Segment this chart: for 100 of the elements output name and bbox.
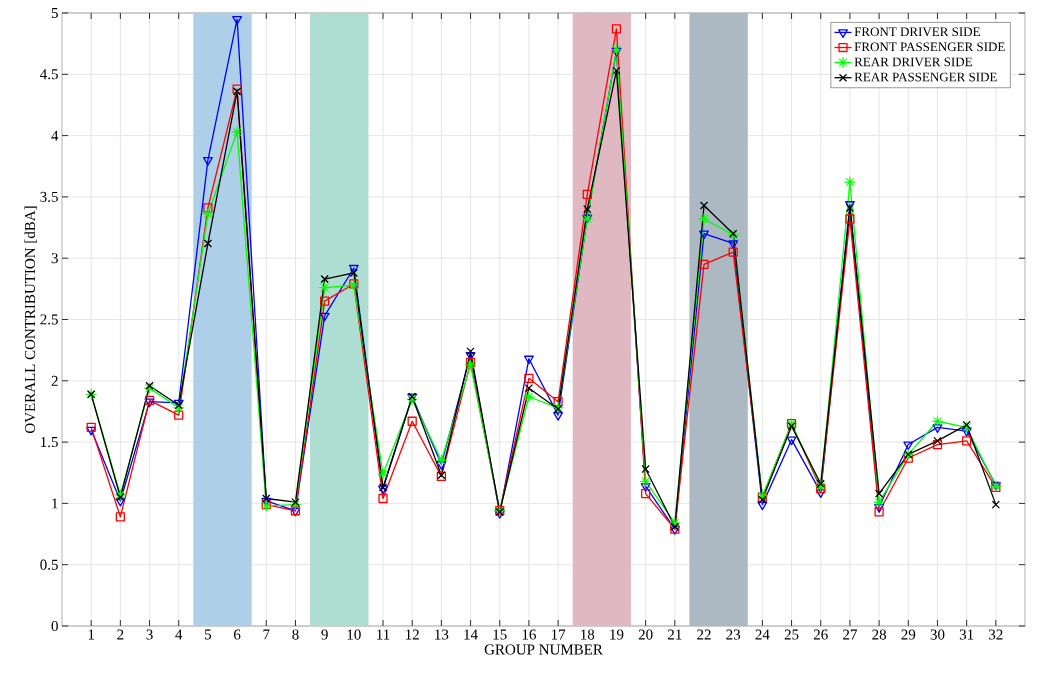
- point: [378, 493, 388, 504]
- x-tick-label: 26: [813, 629, 828, 640]
- x-tick-label: 23: [726, 629, 741, 640]
- x-tick-label: 16: [522, 629, 536, 640]
- y-tick-label: 2.5: [40, 314, 58, 325]
- point: [377, 468, 389, 480]
- x-tick-label: 8: [292, 629, 299, 640]
- point: [699, 259, 709, 269]
- y-tick-label: 4.5: [40, 69, 58, 80]
- point: [844, 176, 856, 188]
- point: [202, 156, 213, 166]
- y-tick-label: 4: [51, 130, 59, 141]
- point: [728, 247, 738, 257]
- x-tick-label: 27: [843, 629, 857, 640]
- y-tick-label: 2: [51, 375, 58, 386]
- point: [962, 436, 972, 446]
- x-tick-label: 31: [959, 629, 974, 640]
- point: [874, 489, 884, 498]
- point: [466, 347, 475, 356]
- x-tick-label: 9: [321, 629, 328, 640]
- x-tick-label: 22: [697, 629, 711, 640]
- point: [991, 500, 1000, 509]
- point: [319, 312, 330, 322]
- x-tick-label: 12: [406, 629, 419, 640]
- point: [524, 373, 534, 383]
- point: [757, 501, 768, 511]
- x-tick-label: 30: [930, 629, 945, 640]
- x-tick-label: 18: [581, 629, 595, 640]
- y-tick-label: 3: [51, 253, 58, 264]
- point: [86, 422, 96, 433]
- y-tick-label: 3.5: [40, 191, 58, 202]
- point: [524, 383, 534, 393]
- y-tick-label: 1.5: [41, 437, 58, 448]
- point: [203, 239, 213, 248]
- point: [874, 503, 885, 513]
- point: [933, 436, 942, 446]
- x-tick-label: 4: [175, 629, 183, 640]
- point: [465, 351, 476, 361]
- point: [436, 461, 447, 470]
- point: [932, 424, 943, 434]
- x-tick-label: 25: [784, 629, 799, 640]
- point: [699, 201, 709, 210]
- point: [873, 496, 885, 508]
- point: [931, 415, 944, 428]
- point: [845, 214, 855, 224]
- legend-label: FRONT PASSENGER SIDE: [854, 42, 1005, 52]
- point: [348, 264, 359, 274]
- x-tick-label: 19: [610, 629, 624, 640]
- point: [320, 274, 329, 284]
- x-tick-label: 24: [755, 629, 770, 640]
- legend-label: REAR DRIVER SIDE: [854, 57, 972, 67]
- x-tick-label: 32: [989, 629, 1003, 640]
- point: [583, 204, 592, 214]
- point: [349, 268, 358, 278]
- point: [318, 281, 331, 294]
- point: [435, 454, 448, 467]
- x-tick-label: 2: [117, 629, 124, 640]
- x-tick-label: 29: [901, 629, 916, 640]
- point: [641, 488, 651, 499]
- point: [407, 416, 417, 426]
- point: [639, 475, 652, 488]
- point: [232, 15, 243, 25]
- y-tick-label: 1: [52, 498, 58, 509]
- y-tick-label: 0: [51, 620, 58, 632]
- point: [874, 507, 884, 517]
- y-tick-label: 5: [51, 8, 58, 18]
- x-tick-label: 6: [233, 629, 241, 640]
- point: [640, 483, 651, 492]
- x-tick-label: 21: [667, 629, 682, 640]
- x-axis-title: GROUP NUMBER: [484, 644, 603, 655]
- x-tick-label: 7: [263, 629, 270, 640]
- point: [582, 189, 592, 200]
- point: [523, 355, 534, 365]
- point: [728, 240, 739, 250]
- point: [231, 126, 243, 138]
- point: [116, 493, 125, 502]
- point: [698, 213, 710, 225]
- point: [320, 296, 330, 306]
- y-tick-label: 0.5: [40, 559, 58, 570]
- point: [291, 498, 300, 507]
- point: [786, 436, 797, 446]
- x-tick-label: 1: [88, 629, 95, 640]
- x-tick-label: 3: [146, 629, 153, 640]
- point: [612, 66, 621, 75]
- point: [202, 208, 214, 220]
- point: [86, 426, 97, 436]
- legend-label: FRONT DRIVER SIDE: [854, 27, 980, 37]
- x-tick-label: 5: [205, 629, 212, 640]
- point: [932, 439, 943, 450]
- point: [641, 464, 650, 474]
- x-tick-label: 11: [377, 629, 390, 640]
- x-tick-label: 13: [435, 629, 449, 640]
- point: [523, 390, 535, 403]
- point: [699, 230, 709, 240]
- y-axis-title: OVERALL CONTRIBUTION [dBA]: [24, 206, 37, 434]
- x-tick-label: 14: [464, 629, 478, 640]
- x-tick-label: 15: [493, 629, 507, 640]
- x-tick-label: 10: [347, 629, 361, 640]
- x-tick-label: 28: [872, 629, 887, 640]
- point: [115, 512, 125, 522]
